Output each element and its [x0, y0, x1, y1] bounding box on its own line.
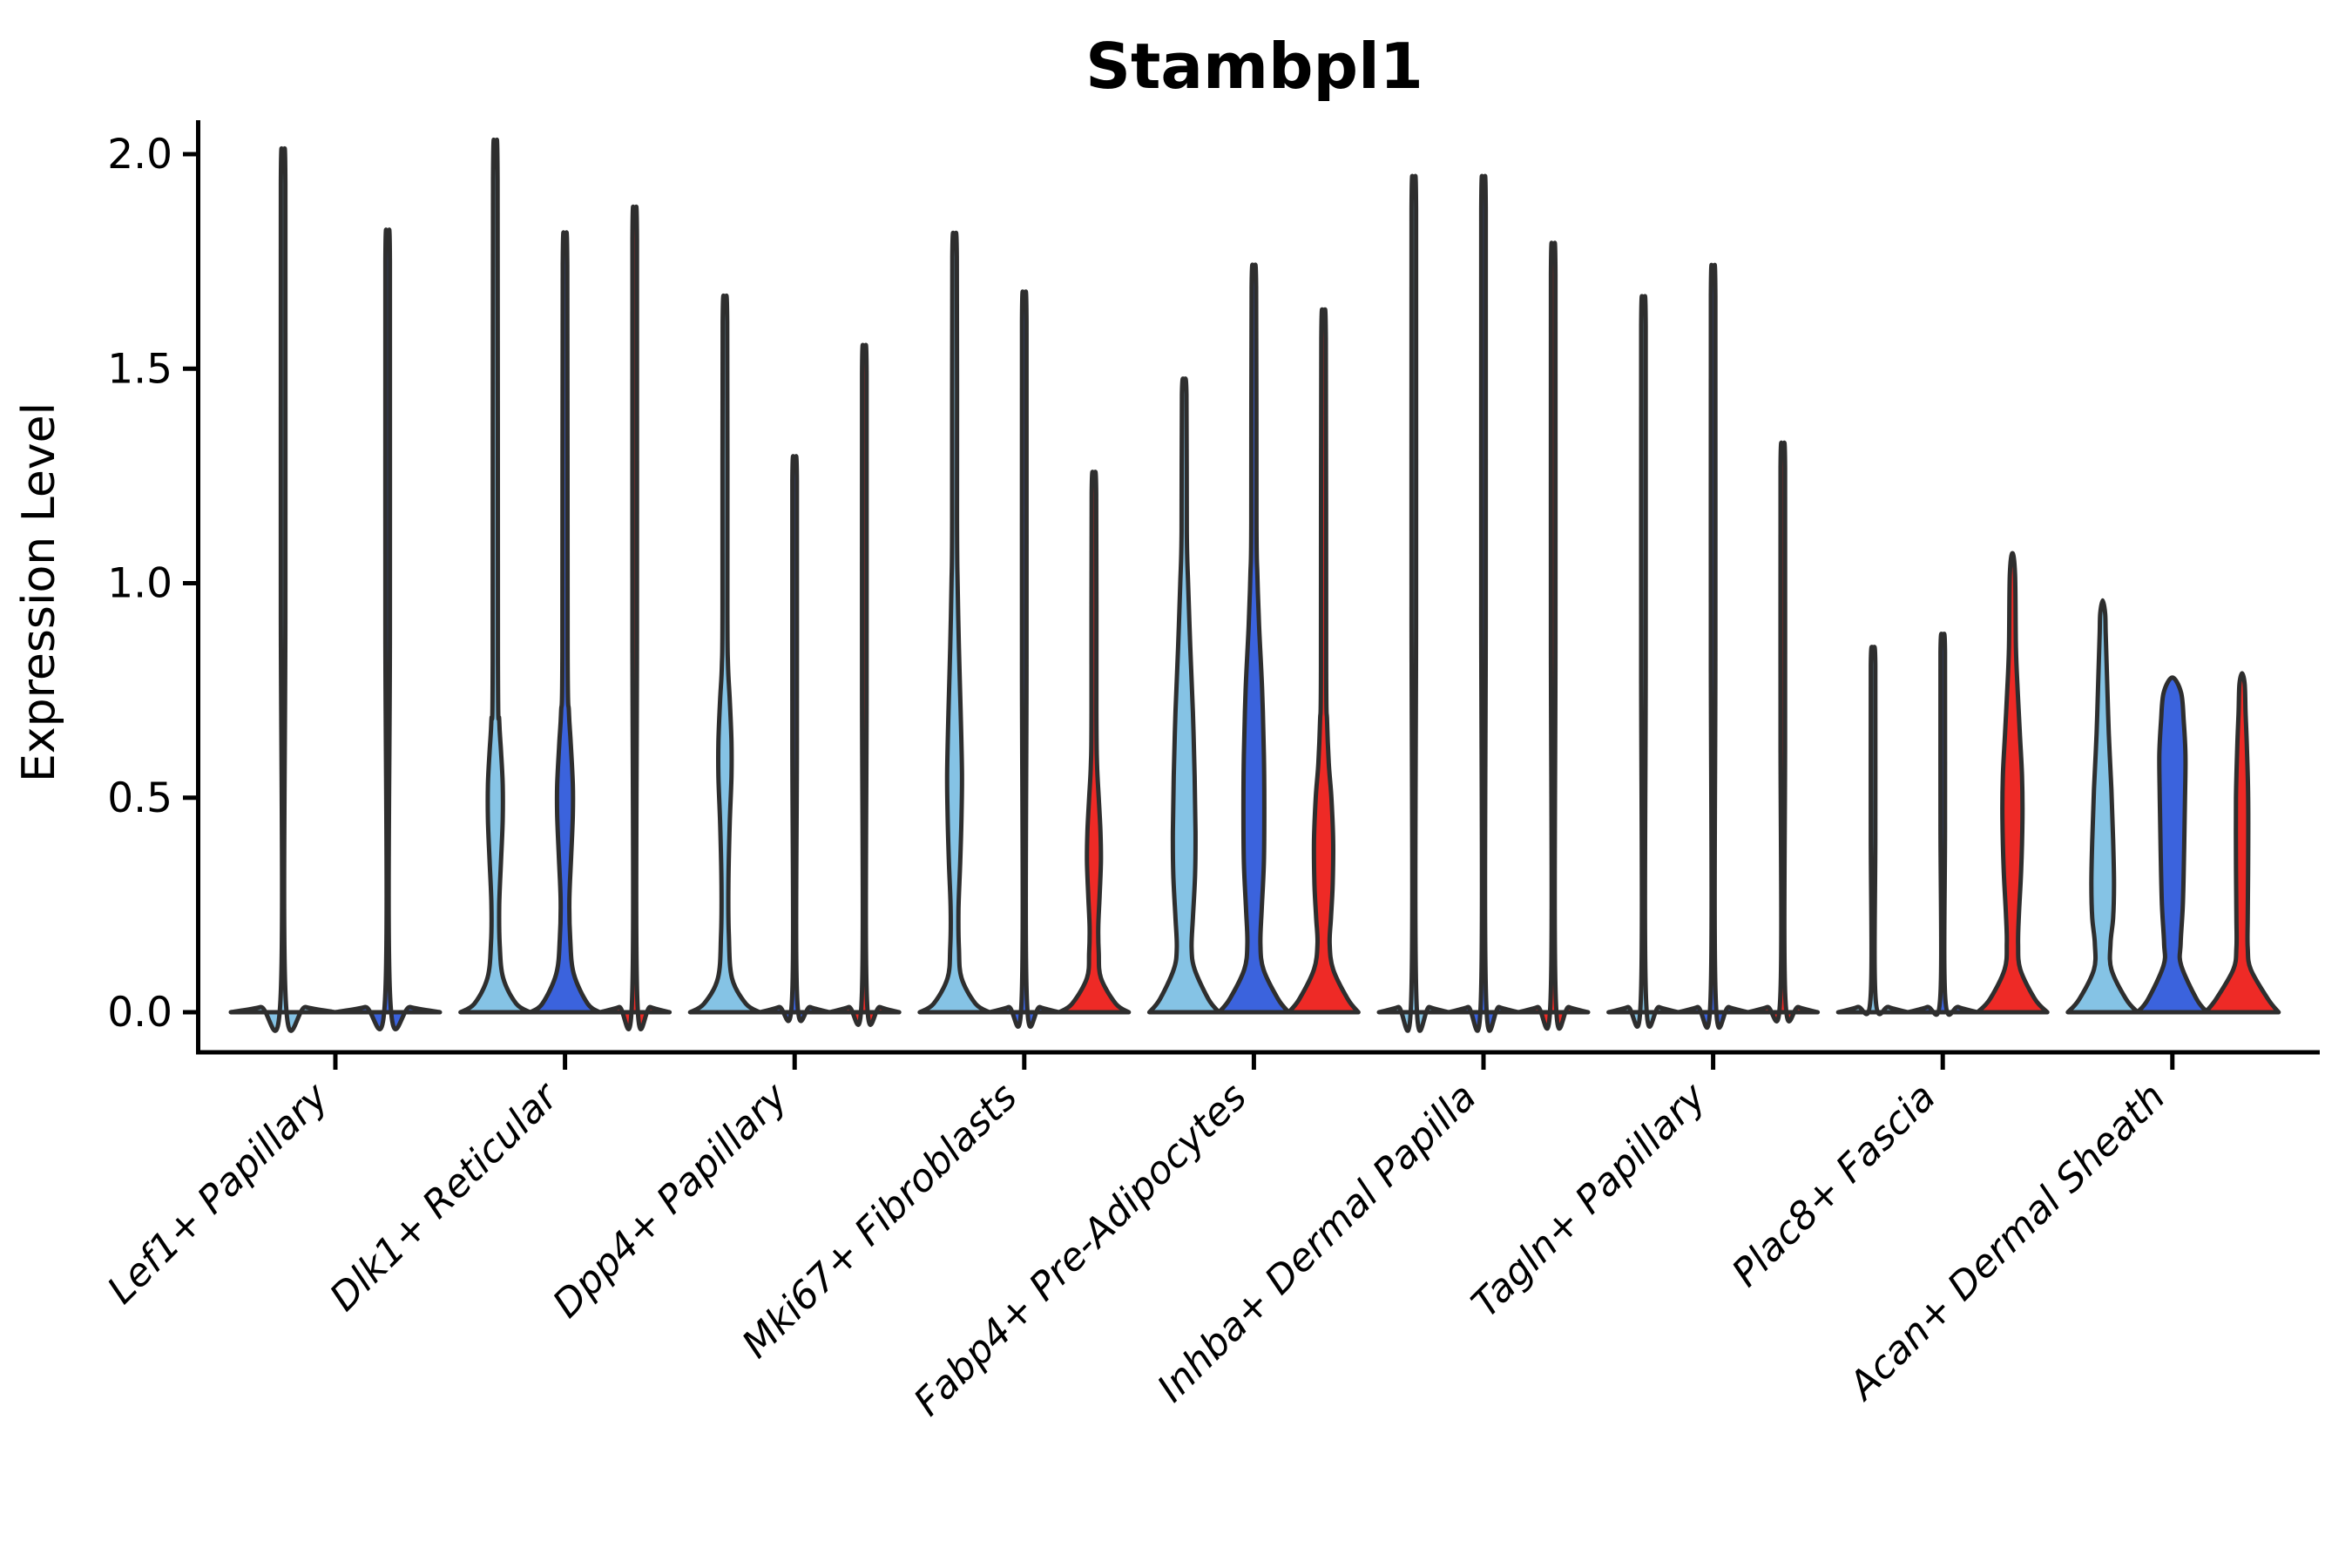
violin-dlk1-reticular-red [598, 204, 672, 1031]
y-tick-label: 1.5 [107, 345, 172, 393]
violin-mki67-fibroblasts-red [1057, 470, 1132, 1015]
violin-plac8-fascia-red [1975, 551, 2050, 1015]
y-axis-ticks: 0.0 0.5 1.0 1.5 2.0 [107, 131, 198, 1037]
chart-title: Stambpl1 [1085, 30, 1423, 103]
violin-inhba-dermal-papilla-red [1516, 240, 1591, 1031]
violin-inhba-dermal-papilla-light_blue [1376, 173, 1451, 1033]
violin-inhba-dermal-papilla-dark_blue [1446, 173, 1521, 1033]
violin-fabp4-pre-adipocytes-light_blue [1146, 376, 1221, 1015]
violin-mki67-fibroblasts-light_blue [917, 230, 992, 1015]
x-tick-label-dlk1-reticular: Dlk1+ Reticular [321, 1073, 568, 1320]
violin-fabp4-pre-adipocytes-red [1286, 307, 1361, 1015]
x-tick-label-dpp4-papillary: Dpp4+ Papillary [544, 1074, 797, 1327]
violin-lef1-papillary-dark_blue [333, 227, 443, 1031]
violin-dlk1-reticular-light_blue [458, 137, 533, 1015]
x-tick-label-plac8-fascia: Plac8+ Fascia [1724, 1075, 1944, 1295]
violin-dpp4-papillary-dark_blue [757, 454, 832, 1024]
x-tick-label-lef1-papillary: Lef1+ Papillary [99, 1074, 338, 1313]
violin-plac8-fascia-light_blue [1835, 645, 1910, 1017]
violin-fabp4-pre-adipocytes-dark_blue [1216, 262, 1291, 1015]
violin-plac8-fascia-dark_blue [1905, 632, 1980, 1017]
violin-acan-dermal-sheath-red [2203, 671, 2281, 1015]
violin-dlk1-reticular-dark_blue [528, 230, 603, 1015]
violin-tagln-papillary-light_blue [1606, 294, 1681, 1029]
violin-shapes [228, 137, 2281, 1033]
violin-acan-dermal-sheath-dark_blue [2135, 675, 2210, 1015]
y-tick-label: 0.0 [107, 989, 172, 1037]
violin-acan-dermal-sheath-light_blue [2065, 598, 2140, 1015]
violin-tagln-papillary-dark_blue [1676, 262, 1751, 1031]
y-axis-label: Expression Level [13, 402, 65, 782]
violin-dpp4-papillary-red [827, 342, 902, 1027]
violin-dpp4-papillary-light_blue [687, 293, 762, 1015]
violin-mki67-fibroblasts-dark_blue [987, 289, 1062, 1029]
y-tick-label: 2.0 [107, 131, 172, 179]
violin-tagln-papillary-red [1746, 440, 1821, 1024]
x-tick-label-tagln-papillary: Tagln+ Papillary [1463, 1074, 1715, 1326]
y-tick-label: 1.0 [107, 560, 172, 608]
violin-lef1-papillary-light_blue [228, 145, 338, 1033]
y-tick-label: 0.5 [107, 774, 172, 822]
